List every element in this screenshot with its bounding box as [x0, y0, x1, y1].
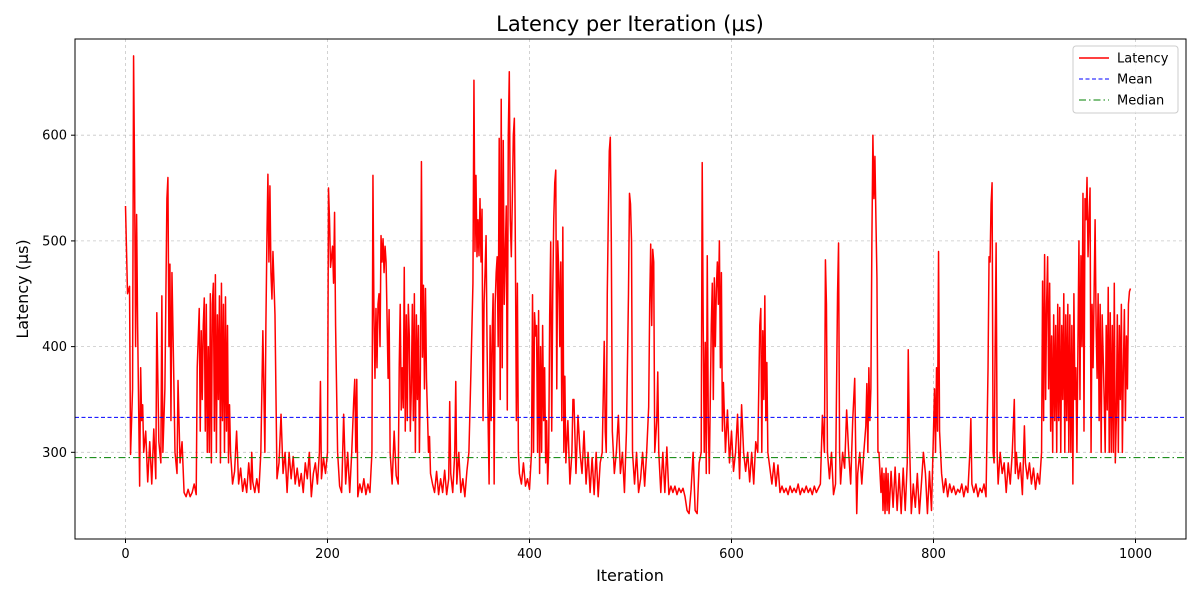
y-tick-label: 500	[42, 234, 67, 249]
legend-label-median: Median	[1117, 94, 1164, 109]
x-tick-label: 600	[719, 547, 744, 562]
y-tick-label: 600	[42, 129, 67, 144]
latency-series-line	[124, 55, 1132, 515]
y-tick-label: 300	[42, 446, 67, 461]
legend: Latency Mean Median	[1072, 45, 1179, 114]
chart-title: Latency per Iteration (µs)	[496, 12, 764, 36]
x-tick-label: 800	[921, 547, 946, 562]
x-tick-label: 1000	[1119, 547, 1152, 562]
x-axis-title: Iteration	[596, 566, 664, 585]
x-tick-label: 0	[121, 547, 129, 562]
legend-box	[1072, 45, 1179, 114]
axis-ticks: 0 200 400 600 800 1000 300 400 500 600	[42, 129, 1152, 562]
x-tick-label: 400	[517, 547, 542, 562]
legend-label-latency: Latency	[1117, 52, 1169, 67]
y-tick-label: 400	[42, 340, 67, 355]
legend-label-mean: Mean	[1117, 73, 1152, 88]
plot-series	[75, 55, 1186, 515]
plot-frame	[74, 38, 1187, 540]
y-axis-title: Latency (µs)	[13, 239, 32, 338]
x-tick-label: 200	[315, 547, 340, 562]
